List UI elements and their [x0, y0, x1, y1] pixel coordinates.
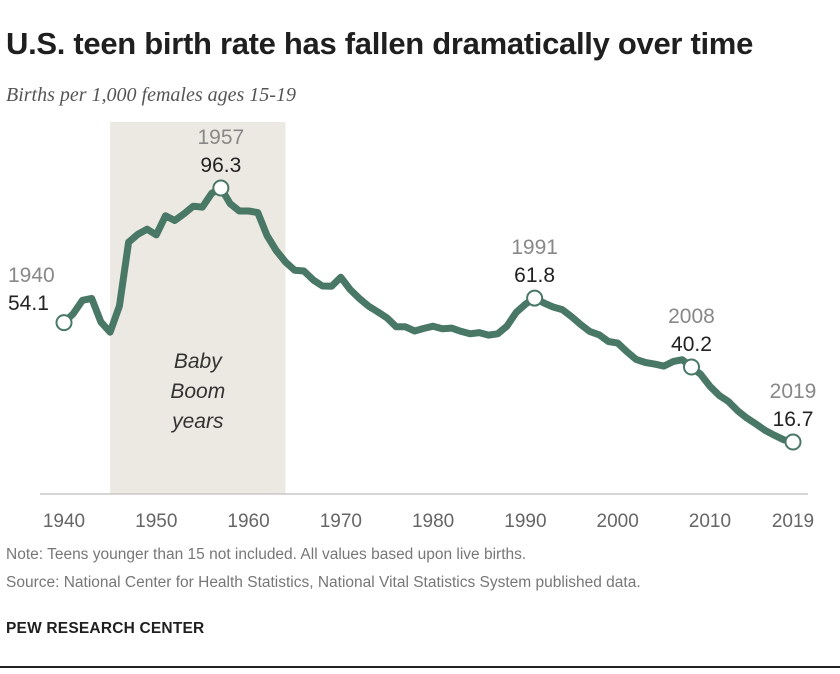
x-tick-label: 2019: [772, 511, 814, 532]
data-point-marker: [526, 289, 544, 307]
shade-layer: Baby Boom years: [110, 122, 286, 494]
annotation-value-label: 61.8: [514, 264, 555, 287]
line-layer: [60, 184, 797, 446]
chart-note: Note: Teens younger than 15 not included…: [6, 546, 527, 563]
annotation-year-label: 2019: [770, 380, 817, 403]
x-tick-label: 1940: [43, 511, 85, 532]
line-chart: Baby Boom years 1940 1950 1960 1970 1980 1990 20…: [8, 122, 817, 532]
chart-subtitle: Births per 1,000 females ages 15-19: [6, 84, 296, 106]
annotation-value-label: 16.7: [773, 408, 814, 431]
baby-boom-label: years: [170, 410, 224, 433]
chart-title: U.S. teen birth rate has fallen dramatic…: [6, 26, 754, 61]
x-tick-label: 1950: [135, 511, 177, 532]
x-tick-label: 2010: [689, 511, 731, 532]
baby-boom-label: Baby: [174, 350, 223, 373]
baby-boom-label: Boom: [170, 380, 225, 403]
teen-birth-rate-line: [60, 184, 797, 446]
annotation-year-label: 2008: [668, 305, 715, 328]
x-tick-label: 1980: [412, 511, 454, 532]
label-layer: 1940 54.1 1957 96.3 1991 61.8 2008 40.2 2019 16.7: [8, 126, 817, 451]
x-tick-label: 1970: [320, 511, 362, 532]
annotation-value-label: 40.2: [671, 333, 712, 356]
data-point-marker: [784, 433, 802, 451]
annotation-year-label: 1940: [8, 264, 55, 287]
baby-boom-shade: [110, 122, 286, 494]
brand-logo-text: PEW RESEARCH CENTER: [6, 620, 205, 637]
x-tick-label: 2000: [597, 511, 639, 532]
x-tick-label: 1960: [227, 511, 269, 532]
data-point-marker: [682, 358, 700, 376]
annotation-value-label: 54.1: [8, 292, 49, 315]
data-point-marker: [212, 179, 230, 197]
axis-layer: 1940 1950 1960 1970 1980 1990 2000 2010 2019: [40, 493, 814, 532]
chart-source: Source: National Center for Health Stati…: [6, 574, 641, 591]
bottom-divider: [0, 666, 840, 668]
annotation-year-label: 1957: [198, 126, 245, 149]
x-tick-label: 1990: [504, 511, 546, 532]
annotation-year-label: 1991: [511, 236, 558, 259]
annotation-value-label: 96.3: [200, 154, 241, 177]
data-point-marker: [55, 314, 73, 332]
